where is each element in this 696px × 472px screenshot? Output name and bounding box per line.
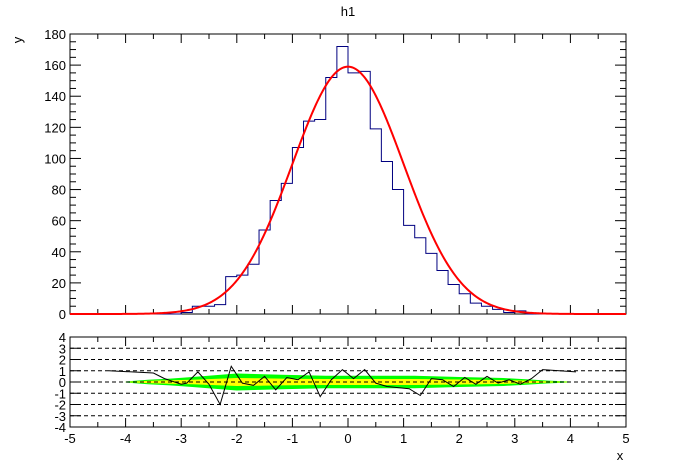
x-tick-label: 5 bbox=[622, 431, 629, 446]
residual-axis-ticks bbox=[69, 336, 627, 428]
x-tick-label: 2 bbox=[456, 431, 463, 446]
histogram-series bbox=[70, 45, 626, 315]
y-tick-label: 80 bbox=[52, 183, 66, 198]
residual-series bbox=[108, 365, 576, 406]
main-histogram-panel: h1 y 0 20 40 60 80 100 120 140 160 180 bbox=[10, 4, 627, 322]
y-tick-label: 160 bbox=[44, 58, 66, 73]
y-tick-label: 0 bbox=[59, 307, 66, 322]
res-y-tick-label: 1 bbox=[59, 364, 66, 379]
res-y-tick-label: 2 bbox=[59, 353, 66, 368]
res-y-tick-label: -1 bbox=[54, 386, 66, 401]
residual-confidence-bands bbox=[125, 373, 571, 391]
y-tick-label: 140 bbox=[44, 89, 66, 104]
one-sigma-band bbox=[125, 378, 571, 386]
res-y-tick-label: -4 bbox=[54, 420, 66, 435]
x-tick-label: 1 bbox=[400, 431, 407, 446]
res-y-tick-label: 0 bbox=[59, 375, 66, 390]
residual-reference-lines bbox=[70, 347, 626, 417]
x-tick-label: -4 bbox=[120, 431, 132, 446]
res-y-tick-label: -3 bbox=[54, 409, 66, 424]
y-tick-label: 180 bbox=[44, 27, 66, 42]
res-y-tick-label: -2 bbox=[54, 398, 66, 413]
x-tick-label: -1 bbox=[287, 431, 299, 446]
y-tick-label: 40 bbox=[52, 245, 66, 260]
main-tick-labels: 0 20 40 60 80 100 120 140 160 180 bbox=[44, 27, 66, 322]
gaussian-fit-curve bbox=[70, 65, 626, 315]
x-tick-label: 0 bbox=[344, 431, 351, 446]
x-tick-label: 4 bbox=[567, 431, 574, 446]
y-tick-label: 120 bbox=[44, 120, 66, 135]
y-axis-title: y bbox=[10, 36, 25, 43]
y-tick-label: 100 bbox=[44, 151, 66, 166]
res-y-tick-label: 4 bbox=[59, 330, 66, 345]
x-axis-title: x bbox=[617, 448, 624, 463]
y-tick-label: 60 bbox=[52, 214, 66, 229]
main-axis-ticks bbox=[69, 33, 627, 315]
x-tick-label: -5 bbox=[64, 431, 76, 446]
y-tick-label: 20 bbox=[52, 276, 66, 291]
res-y-tick-label: 3 bbox=[59, 341, 66, 356]
x-tick-label: 3 bbox=[511, 431, 518, 446]
main-plot-frame bbox=[69, 33, 627, 315]
chart-title: h1 bbox=[341, 4, 355, 19]
x-tick-label: -3 bbox=[175, 431, 187, 446]
x-tick-label: -2 bbox=[231, 431, 243, 446]
